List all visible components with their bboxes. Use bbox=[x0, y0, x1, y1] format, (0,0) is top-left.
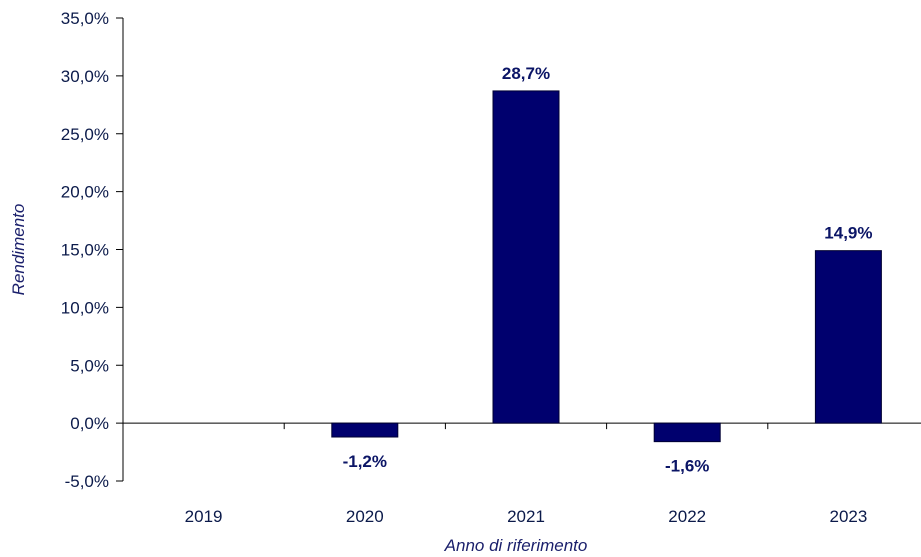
y-axis: 35,0% 30,0% 25,0% 20,0% 15,0% 10,0% 5,0% 0,0% -5… bbox=[61, 9, 124, 491]
y-tick-label: -5,0% bbox=[65, 472, 109, 491]
y-tick-label: 35,0% bbox=[61, 9, 109, 28]
y-tick-label: 25,0% bbox=[61, 125, 109, 144]
data-labels: -1,2% 28,7% -1,6% 14,9% bbox=[343, 64, 873, 476]
x-tick-label: 2021 bbox=[507, 507, 545, 526]
bar-2023 bbox=[814, 250, 882, 424]
y-tick-label: 10,0% bbox=[61, 298, 109, 317]
y-tick-label: 30,0% bbox=[61, 67, 109, 86]
data-label-2022: -1,6% bbox=[665, 457, 709, 476]
bar-2022 bbox=[653, 422, 721, 443]
bar-2021 bbox=[492, 90, 560, 424]
x-axis-title: Anno di riferimento bbox=[444, 536, 588, 555]
x-tick-label: 2023 bbox=[829, 507, 867, 526]
data-label-2023: 14,9% bbox=[824, 224, 872, 243]
bar-2020 bbox=[331, 422, 399, 438]
y-tick-label: 15,0% bbox=[61, 241, 109, 260]
y-tick-label: 20,0% bbox=[61, 183, 109, 202]
data-label-2020: -1,2% bbox=[343, 452, 387, 471]
y-tick-label: 0,0% bbox=[70, 414, 109, 433]
bars bbox=[331, 90, 882, 443]
x-tick-label: 2020 bbox=[346, 507, 384, 526]
data-label-2021: 28,7% bbox=[502, 64, 550, 83]
y-tick-label: 5,0% bbox=[70, 356, 109, 375]
x-tick-label: 2022 bbox=[668, 507, 706, 526]
x-tick-label: 2019 bbox=[185, 507, 223, 526]
x-axis: 2019 2020 2021 2022 2023 bbox=[123, 422, 921, 526]
y-axis-title: Rendimento bbox=[9, 204, 28, 296]
